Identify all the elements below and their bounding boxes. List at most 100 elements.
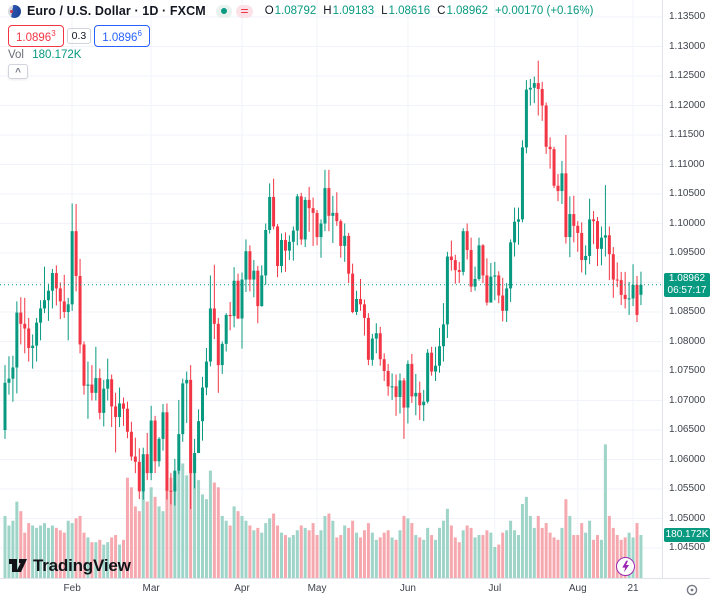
candle-body <box>410 363 414 397</box>
time-tick-label: Mar <box>142 583 160 594</box>
candle-body <box>15 312 19 368</box>
candle-body <box>27 328 31 348</box>
candle-body <box>615 279 619 281</box>
candle-body <box>43 300 46 309</box>
candle-body <box>287 241 291 251</box>
ohlc-values: O1.08792 H1.09183 L1.08616 C1.08962 +0.0… <box>264 5 594 17</box>
candle-body <box>161 412 165 439</box>
low-value: 1.08616 <box>388 5 431 17</box>
candle-body <box>453 260 457 271</box>
symbol-title[interactable]: Euro / U.S. Dollar · 1D · FXCM <box>27 4 206 18</box>
price-axis[interactable]: 1.08962 06:57:17 180.172K 1.13500 1.13000… <box>662 0 710 578</box>
candle-body <box>441 324 445 347</box>
volume-bar <box>343 525 347 578</box>
volume-bar <box>532 527 536 578</box>
candle-body <box>94 378 98 393</box>
candle-body <box>378 333 382 360</box>
candle-body <box>355 299 359 312</box>
price-tick-label: 1.06000 <box>669 453 706 465</box>
volume-bar <box>422 539 426 578</box>
volume-bar <box>497 544 501 578</box>
candle-body <box>406 363 410 408</box>
market-status-icon[interactable] <box>215 4 232 18</box>
volume-bar <box>94 542 98 578</box>
volume-bar <box>438 527 441 578</box>
volume-bar <box>82 532 86 578</box>
candle-body <box>90 384 94 393</box>
candle-body <box>449 256 453 261</box>
chevron-up-icon: ^ <box>15 67 21 78</box>
volume-bar <box>118 544 122 578</box>
buy-button[interactable]: 1.08966 <box>94 25 150 47</box>
candle-body <box>173 470 177 492</box>
volume-bar <box>615 535 619 578</box>
volume-bar <box>386 530 390 578</box>
volume-bar <box>493 546 497 578</box>
lightning-icon <box>622 560 630 573</box>
volume-bar <box>98 539 102 578</box>
notes-icon[interactable] <box>235 4 253 18</box>
volume-bar <box>185 475 189 578</box>
volume-bar <box>548 532 552 578</box>
volume-bar <box>268 518 272 578</box>
candle-body <box>31 345 35 348</box>
volume-bar <box>572 535 576 578</box>
candle-body <box>536 83 540 89</box>
lightning-button[interactable] <box>616 557 635 576</box>
volume-bar <box>398 530 402 578</box>
time-tick-label: May <box>307 583 327 594</box>
volume-bar <box>7 525 11 578</box>
volume-bar <box>434 539 438 578</box>
axis-settings-icon[interactable] <box>686 584 698 596</box>
candle-body <box>607 235 611 255</box>
candle-body <box>532 83 536 88</box>
volume-bar <box>520 504 524 578</box>
candle-body <box>386 371 390 387</box>
candle-body <box>216 323 220 366</box>
candle-body <box>568 214 572 238</box>
candle-body <box>402 380 406 408</box>
collapse-pane-button[interactable]: ^ <box>8 64 28 79</box>
candle-body <box>438 346 441 366</box>
volume-bar <box>603 444 607 578</box>
candle-body <box>599 237 603 249</box>
candle-body <box>544 105 548 147</box>
candle-body <box>513 221 517 243</box>
volume-bar <box>232 506 236 578</box>
volume-bar <box>465 525 469 578</box>
candle-body <box>193 453 197 474</box>
candle-body <box>619 280 623 295</box>
close-value: 1.08962 <box>446 5 489 17</box>
candle-body <box>295 196 299 231</box>
candle-body <box>201 387 204 422</box>
volume-bar <box>607 515 611 578</box>
volume-bar <box>576 535 580 578</box>
volume-bar <box>161 511 165 578</box>
volume-bar <box>11 520 15 578</box>
volume-bar <box>362 530 366 578</box>
volume-bar <box>193 458 197 578</box>
time-axis[interactable]: Feb Mar Apr May Jun Jul Aug 21 <box>0 578 710 600</box>
volume-bar <box>513 530 517 578</box>
volume-bar <box>335 537 339 578</box>
volume-bar <box>307 530 311 578</box>
candle-body <box>212 308 216 324</box>
volume-bar <box>276 525 280 578</box>
volume-bar <box>299 525 303 578</box>
volume-bar <box>74 518 78 578</box>
volume-bar <box>461 530 465 578</box>
volume-bar <box>319 530 323 578</box>
candle-body <box>260 275 264 307</box>
price-tick-label: 1.11000 <box>669 158 705 170</box>
candle-body <box>133 456 137 462</box>
volume-bar <box>390 537 394 578</box>
candle-body <box>157 438 161 462</box>
candle-body <box>390 386 394 388</box>
sell-button[interactable]: 1.08963 <box>8 25 64 47</box>
time-tick-label: Apr <box>234 583 250 594</box>
price-tick-label: 1.11500 <box>669 129 705 140</box>
volume-bar <box>201 494 204 578</box>
candle-body <box>264 229 268 276</box>
candle-body <box>639 284 643 295</box>
